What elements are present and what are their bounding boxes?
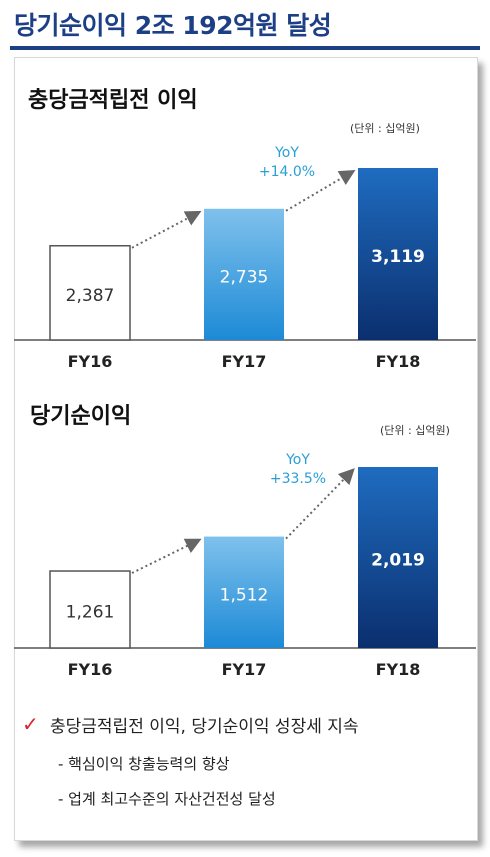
notes-section: ✓ 충당금적립전 이익, 당기순이익 성장세 지속 - 핵심이익 창출능력의 향… (22, 712, 472, 809)
chart1-bar-fy17 (204, 208, 284, 340)
chart1-title: 충당금적립전 이익 (28, 88, 198, 113)
chart2-title: 당기순이익 (30, 404, 132, 429)
chart2-trend-arrow-1 (131, 538, 202, 574)
chart1-svg: 2,387 FY16 2,735 FY17 3,119 FY18 YoY +14.0% (14, 145, 476, 371)
chart2-category-fy16: FY16 (68, 660, 113, 679)
note-sub-1: - 핵심이익 창출능력의 향상 (58, 755, 230, 773)
chart2-svg: 1,261 FY16 1,512 FY17 2,019 FY18 YoY +33.5% (14, 452, 476, 679)
note-main: ✓ 충당금적립전 이익, 당기순이익 성장세 지속 (22, 712, 472, 737)
chart1-category-fy18: FY18 (376, 352, 421, 371)
note-sub-2: - 업계 최고수준의 자산건전성 달성 (58, 790, 276, 808)
title-underline (10, 46, 480, 50)
chart1-yoy-label: YoY (274, 145, 299, 161)
chart2-unit: (단위 : 십억원) (380, 424, 450, 437)
chart2-category-fy18: FY18 (376, 660, 421, 679)
chart2-bar-fy18 (358, 467, 438, 648)
chart2-yoy-value: +33.5% (270, 471, 326, 487)
chart1-value-label-fy17: 2,735 (220, 267, 269, 287)
chart1-unit: (단위 : 십억원) (350, 122, 420, 135)
chart1-bar-fy16 (49, 245, 131, 341)
chart2-trend-arrow-2 (285, 468, 355, 540)
chart1-category-fy17: FY17 (222, 352, 267, 371)
page-title: 당기순이익 2조 192억원 달성 (14, 11, 332, 40)
chart1-value-label-fy16: 2,387 (66, 286, 115, 306)
chart1-yoy-value: +14.0% (259, 164, 315, 180)
chart1-value-label-fy18: 3,119 (371, 247, 425, 267)
note-main-text: 충당금적립전 이익, 당기순이익 성장세 지속 (50, 717, 359, 737)
checkmark-icon: ✓ (22, 712, 39, 736)
chart2-yoy-label: YoY (285, 452, 310, 468)
chart2-bar-fy17 (204, 536, 284, 648)
chart2-bar-fy16 (49, 570, 131, 649)
chart1-bar-fy18 (358, 168, 438, 340)
chart2-value-label-fy18: 2,019 (371, 551, 425, 571)
chart1-category-fy16: FY16 (68, 352, 113, 371)
chart2-category-fy17: FY17 (222, 660, 267, 679)
chart2-value-label-fy16: 1,261 (66, 603, 115, 623)
chart2-value-label-fy17: 1,512 (220, 585, 269, 605)
